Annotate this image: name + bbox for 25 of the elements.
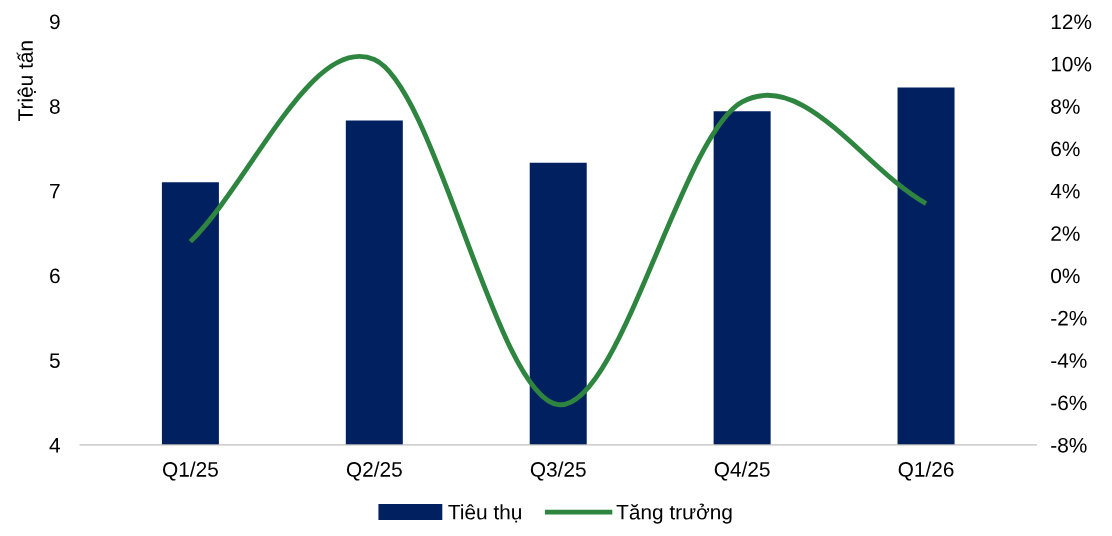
x-tick-label: Q1/25 xyxy=(163,461,218,481)
y2-tick-label: 10% xyxy=(1051,56,1092,72)
y2-tick-label: -6% xyxy=(1051,395,1087,411)
y-tick-label: 8 xyxy=(49,99,60,114)
y-tick-label: 4 xyxy=(49,438,61,453)
legend-label: Tăng trưởng xyxy=(616,503,732,524)
y2-tick-label: -2% xyxy=(1051,310,1087,326)
legend-label: Tiêu thụ xyxy=(448,504,521,523)
y2-tick-label: 4% xyxy=(1050,183,1080,199)
x-tick-label: Q2/25 xyxy=(346,461,402,481)
y-tick-label: 7 xyxy=(50,184,60,199)
y2-tick-label: -4% xyxy=(1051,353,1087,368)
y-tick-label: 6 xyxy=(50,268,60,284)
y-tick-label: 5 xyxy=(49,353,60,368)
y2-tick-label: 0% xyxy=(1051,268,1080,284)
x-tick-label: Q4/25 xyxy=(714,461,770,481)
y-axis-title: Triệu tấn xyxy=(16,41,36,121)
y2-tick-label: 8% xyxy=(1051,99,1080,114)
x-tick-label: Q3/25 xyxy=(530,461,586,481)
x-tick-label: Q1/26 xyxy=(898,461,954,481)
y2-tick-label: 12% xyxy=(1051,14,1092,30)
y2-tick-label: 2% xyxy=(1051,226,1080,241)
y2-tick-label: 6% xyxy=(1051,141,1080,157)
y-tick-label: 9 xyxy=(50,14,60,30)
y2-tick-label: -8% xyxy=(1051,437,1087,453)
